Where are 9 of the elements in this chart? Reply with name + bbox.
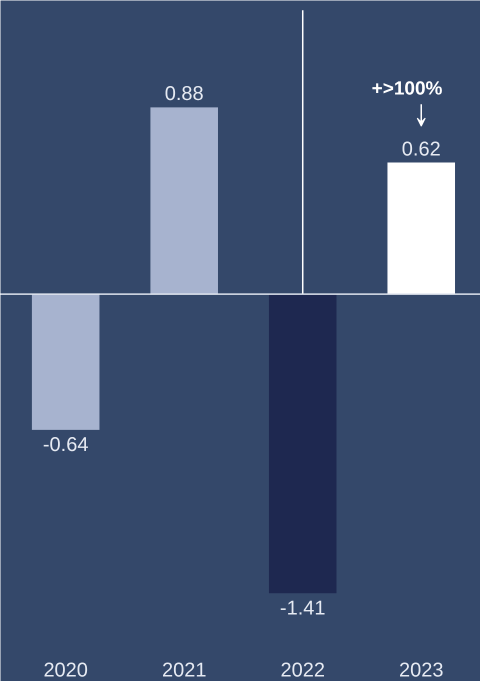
- data-label: -1.41: [280, 597, 326, 620]
- x-tick-label: 2023: [398, 660, 444, 681]
- data-label: -0.64: [42, 434, 88, 456]
- x-tick-label: 2022: [280, 660, 325, 681]
- data-label: 0.62: [402, 138, 441, 160]
- x-tick-label: 2020: [43, 660, 88, 681]
- text: +>100%: [372, 78, 443, 100]
- x-tick-label: 2021: [162, 660, 206, 681]
- data-label: 0.88: [164, 83, 204, 106]
